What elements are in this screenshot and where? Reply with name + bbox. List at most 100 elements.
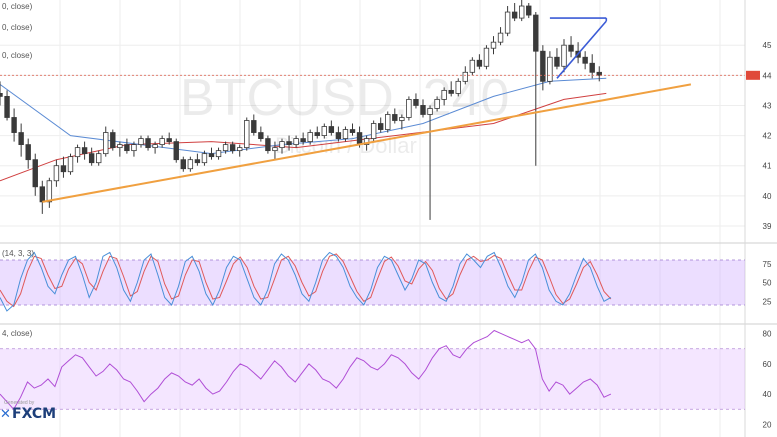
rsi-tick-label: 20 bbox=[763, 420, 772, 429]
candle bbox=[229, 141, 236, 154]
candle bbox=[596, 66, 602, 82]
candle-body-down bbox=[335, 132, 342, 139]
candle-body-up bbox=[307, 132, 313, 142]
fxcm-logo-text: FXCM bbox=[12, 406, 56, 422]
candle-body-up bbox=[201, 153, 208, 164]
candle bbox=[490, 36, 497, 55]
candle bbox=[145, 135, 151, 151]
stochastic-k-line bbox=[0, 251, 612, 312]
candle-body-down bbox=[25, 144, 31, 161]
candle-body-down bbox=[229, 144, 236, 152]
candle bbox=[187, 156, 194, 172]
candle-body-up bbox=[293, 138, 299, 146]
candle-body-down bbox=[60, 165, 67, 173]
price-axis: 45 44 43 42 41 40 39 bbox=[763, 41, 772, 231]
candle bbox=[74, 144, 81, 163]
candle-body-down bbox=[173, 141, 179, 161]
candle bbox=[110, 129, 116, 151]
candle-body-down bbox=[568, 44, 574, 52]
candle-body-down bbox=[258, 132, 264, 139]
candle-body-down bbox=[265, 138, 271, 152]
candle bbox=[406, 96, 412, 121]
candle-body-up bbox=[46, 180, 53, 203]
candle bbox=[180, 156, 186, 172]
candle-body-down bbox=[526, 5, 532, 16]
candle bbox=[370, 120, 377, 142]
candle bbox=[476, 54, 483, 70]
candle-body-up bbox=[483, 47, 490, 67]
candle-body-down bbox=[314, 132, 320, 136]
candle-body-up bbox=[279, 141, 285, 149]
candle-body-up bbox=[455, 80, 461, 94]
price-tick-label: 45 bbox=[763, 41, 772, 50]
candle-body-down bbox=[39, 186, 45, 203]
rsi-tick-label: 80 bbox=[763, 330, 772, 339]
candle bbox=[547, 51, 553, 85]
candle bbox=[53, 159, 60, 187]
candle bbox=[279, 138, 285, 154]
trendlines bbox=[42, 17, 692, 203]
price-tick-label: 43 bbox=[763, 101, 772, 110]
candle-body-down bbox=[81, 147, 88, 155]
rsi-band bbox=[0, 348, 745, 410]
candle bbox=[215, 147, 222, 160]
candle-body-down bbox=[349, 129, 356, 133]
candle-body-up bbox=[561, 44, 567, 67]
candle bbox=[159, 135, 165, 148]
candle-body-down bbox=[540, 50, 546, 82]
price-tick-label: 39 bbox=[763, 222, 772, 231]
candle bbox=[96, 150, 102, 166]
candle-body-up bbox=[519, 5, 525, 19]
candle-body-up bbox=[385, 114, 391, 130]
candle-body-up bbox=[236, 147, 243, 152]
price-tick-label: 44 bbox=[763, 71, 772, 80]
candle-body-down bbox=[377, 123, 384, 130]
candle bbox=[349, 123, 356, 136]
candle-body-up bbox=[67, 156, 74, 173]
candle-body-up bbox=[215, 150, 222, 158]
candle bbox=[497, 27, 504, 46]
rsi-tick-label: 40 bbox=[763, 390, 772, 399]
candle-body-up bbox=[103, 132, 109, 155]
candle bbox=[300, 132, 306, 145]
candle bbox=[540, 45, 546, 91]
trendline-triangle-lower bbox=[556, 20, 607, 79]
candle bbox=[236, 144, 243, 157]
candle bbox=[60, 156, 67, 178]
candle-body-up bbox=[462, 71, 468, 82]
candle bbox=[152, 141, 158, 154]
candle bbox=[11, 108, 17, 142]
candle-body-up bbox=[363, 138, 370, 146]
candle bbox=[293, 135, 299, 148]
candle-body-down bbox=[589, 62, 595, 73]
candle bbox=[511, 3, 518, 22]
candle bbox=[392, 108, 398, 124]
candle-body-down bbox=[420, 105, 426, 115]
watermark-title: BTCUSD, 240 bbox=[180, 69, 509, 127]
candle bbox=[166, 132, 172, 145]
candle-body-up bbox=[187, 159, 194, 170]
rsi-legend: 4, close) bbox=[2, 329, 33, 338]
candle bbox=[103, 126, 109, 157]
legend-ma-2: 0, close) bbox=[2, 23, 33, 32]
candle-body-up bbox=[342, 129, 349, 139]
candle bbox=[377, 117, 384, 133]
candle-body-down bbox=[582, 56, 588, 64]
candle-body-down bbox=[533, 14, 539, 52]
candle bbox=[455, 78, 461, 97]
candle-body-down bbox=[328, 126, 335, 133]
candle-body-up bbox=[490, 41, 497, 49]
candle bbox=[504, 6, 511, 37]
candle bbox=[222, 141, 229, 154]
candle bbox=[483, 45, 490, 70]
stochastic-tick-label: 75 bbox=[763, 260, 772, 269]
price-tick-label: 41 bbox=[763, 162, 772, 171]
candle-body-up bbox=[131, 144, 137, 152]
candle-body-up bbox=[138, 138, 144, 146]
trendline-rising-support bbox=[42, 83, 692, 203]
candle-body-up bbox=[96, 153, 102, 164]
candle-body-up bbox=[434, 99, 440, 109]
fxcm-logo: ✕ FXCM bbox=[0, 406, 56, 422]
candle bbox=[4, 90, 10, 121]
